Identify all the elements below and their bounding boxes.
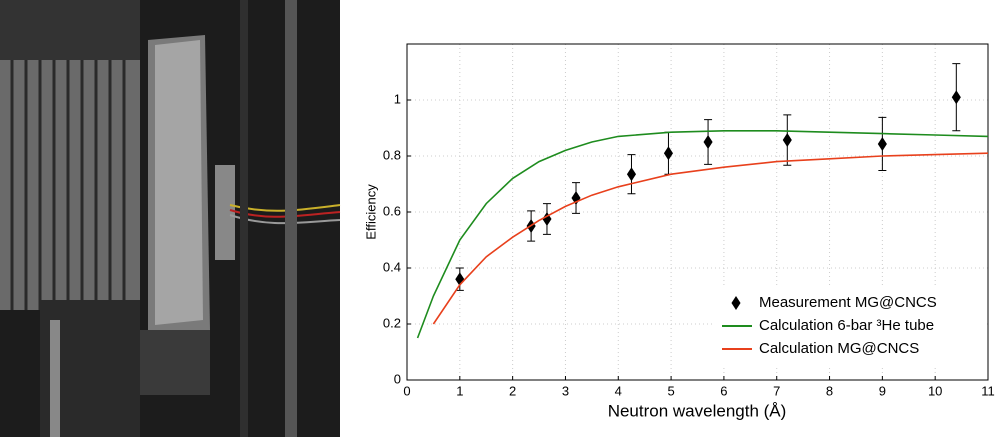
x-tick-label: 3 [562,383,569,398]
legend-label: Calculation 6-bar ³He tube [759,317,934,334]
x-tick-label: 8 [826,383,833,398]
x-tick-label: 7 [773,383,780,398]
y-tick-label: 0.2 [383,315,401,330]
data-point [455,272,465,287]
rail [50,320,60,437]
x-tick-label: 0 [403,383,410,398]
y-tick-label: 0 [394,371,401,386]
chart: Neutron wavelength (Å) Efficiency 0 1 2 3 4 5… [363,43,995,420]
data-point [877,136,887,151]
y-tick-label: 0.8 [383,147,401,162]
data-point [626,167,637,182]
y-tick-label: 0.6 [383,203,401,218]
x-tick-label: 11 [981,383,995,398]
x-tick-label: 1 [456,383,463,398]
legend-box [714,287,984,366]
y-axis-label: Efficiency [363,184,378,240]
x-tick-label: 4 [615,383,622,398]
data-point [951,90,961,105]
data-point [571,191,581,205]
photo [0,0,341,437]
legend-label: Calculation MG@CNCS [759,340,919,357]
tubes [10,60,126,310]
data-point [703,135,713,149]
legend-label: Measurement MG@CNCS [759,294,937,311]
x-tick-label: 9 [879,383,886,398]
axes-frame [406,43,989,381]
data-point [663,146,673,161]
connector [215,165,235,260]
y-tick-label: 1 [394,91,401,106]
legend-marker [731,296,741,310]
data-point [782,133,792,148]
x-tick-label: 2 [509,383,516,398]
curve [432,152,989,325]
pillar [240,0,248,437]
detector-face [155,40,203,325]
x-tick-label: 5 [667,383,674,398]
tube-array [0,60,140,310]
top-frame [0,0,140,60]
pillar [285,0,297,437]
detector-foot [140,330,210,395]
x-tick-label: 10 [928,383,942,398]
x-tick-label: 6 [720,383,727,398]
curve [416,130,989,339]
y-tick-label: 0.4 [383,259,401,274]
x-axis-label: Neutron wavelength (Å) [608,401,787,420]
